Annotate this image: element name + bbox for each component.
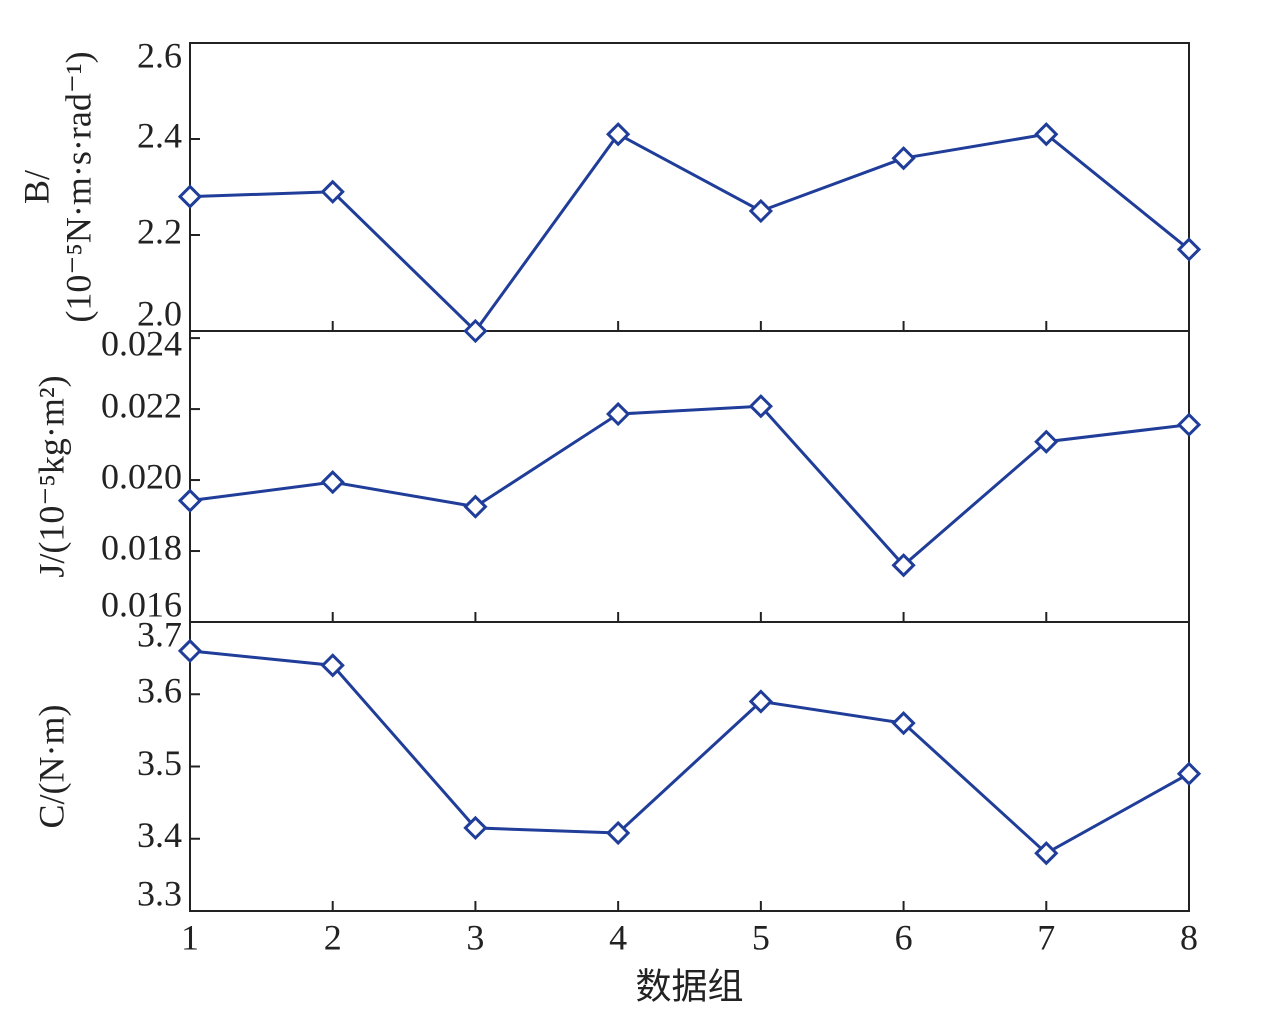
data-marker: [748, 689, 773, 714]
data-marker: [320, 653, 345, 678]
x-tick-label: 4: [609, 917, 627, 957]
data-marker: [1176, 237, 1202, 262]
x-tick-label: 7: [1037, 917, 1055, 957]
y-tick-label: 3.5: [137, 743, 182, 783]
data-marker: [1034, 841, 1059, 866]
y-tick-label: 0.018: [101, 527, 182, 567]
y-tick-label: 3.6: [137, 671, 182, 711]
y-tick-label: 2.6: [137, 35, 182, 75]
data-marker: [320, 470, 345, 495]
data-marker: [177, 184, 203, 209]
y-tick-label: 3.3: [137, 873, 182, 913]
data-marker: [1034, 429, 1059, 454]
y-tick-label: 3.7: [137, 614, 182, 654]
x-axis-label: 数据组: [635, 966, 743, 1006]
y-tick-label: 3.4: [137, 815, 182, 855]
y-tick-label: 2.4: [137, 115, 182, 155]
plot-frame: [189, 42, 1190, 912]
y-tick-label: 2.0: [137, 293, 182, 333]
data-marker: [1034, 122, 1059, 147]
x-tick-label: 5: [752, 917, 770, 957]
data-marker: [606, 401, 631, 427]
data-marker: [1176, 761, 1202, 786]
x-tick-label: 8: [1180, 917, 1198, 957]
data-marker: [1176, 412, 1202, 437]
y-axis-label: B/: [16, 170, 56, 204]
y-axis-label: J/(10⁻⁵kg·m²): [31, 375, 71, 577]
data-marker: [606, 122, 631, 147]
y-tick-label: 0.020: [101, 456, 182, 496]
data-marker: [748, 198, 773, 224]
y-tick-label: 0.024: [101, 323, 182, 363]
x-tick-label: 6: [895, 917, 913, 957]
y-axis-label: C/(N·m): [31, 705, 71, 829]
data-marker: [891, 146, 916, 171]
y-tick-label: 0.022: [101, 385, 182, 425]
data-marker: [177, 638, 203, 664]
x-tick-label: 3: [466, 917, 484, 957]
data-line: [189, 649, 1190, 856]
y-axis-label: (10⁻⁵N·m·s·rad⁻¹): [58, 51, 98, 322]
data-marker: [463, 494, 488, 519]
x-tick-label: 2: [324, 917, 342, 957]
y-tick-label: 2.2: [137, 211, 182, 251]
data-line: [189, 132, 1190, 334]
data-marker: [320, 179, 345, 204]
data-marker: [177, 488, 203, 513]
data-marker: [891, 711, 916, 736]
data-marker: [891, 553, 916, 578]
y-tick-label: 0.016: [101, 584, 182, 624]
data-line: [189, 404, 1190, 568]
data-marker: [606, 820, 631, 846]
data-marker: [463, 318, 488, 344]
data-marker: [748, 394, 773, 419]
data-marker: [463, 815, 488, 841]
x-tick-label: 1: [181, 917, 199, 957]
